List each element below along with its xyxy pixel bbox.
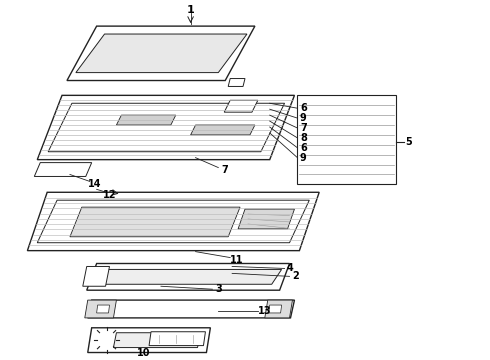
Polygon shape xyxy=(238,209,294,229)
Text: 2: 2 xyxy=(292,271,299,282)
Polygon shape xyxy=(269,305,282,313)
Text: 9: 9 xyxy=(300,113,307,123)
Text: 10: 10 xyxy=(137,347,151,357)
Polygon shape xyxy=(97,305,109,313)
Polygon shape xyxy=(117,115,176,125)
Text: 1: 1 xyxy=(187,5,195,15)
Polygon shape xyxy=(149,332,205,346)
Polygon shape xyxy=(95,269,282,284)
Text: 12: 12 xyxy=(103,190,116,200)
Polygon shape xyxy=(37,200,309,243)
Text: 11: 11 xyxy=(230,255,244,265)
Polygon shape xyxy=(297,95,396,184)
Ellipse shape xyxy=(50,166,64,173)
Polygon shape xyxy=(76,34,247,73)
Polygon shape xyxy=(27,192,319,251)
Text: 14: 14 xyxy=(88,179,101,189)
Polygon shape xyxy=(83,266,109,286)
Polygon shape xyxy=(85,300,117,318)
Text: 9: 9 xyxy=(300,153,307,163)
Polygon shape xyxy=(48,103,285,152)
Polygon shape xyxy=(70,207,240,237)
Polygon shape xyxy=(224,100,258,112)
Text: 4: 4 xyxy=(287,264,294,274)
Text: 13: 13 xyxy=(258,306,271,316)
Polygon shape xyxy=(88,328,210,352)
Polygon shape xyxy=(265,300,293,318)
Polygon shape xyxy=(34,163,92,176)
Polygon shape xyxy=(114,333,200,347)
Text: 3: 3 xyxy=(215,284,221,294)
Polygon shape xyxy=(87,264,290,290)
Polygon shape xyxy=(37,95,294,159)
Circle shape xyxy=(239,101,249,111)
Text: 6: 6 xyxy=(300,103,307,113)
Polygon shape xyxy=(191,125,255,135)
Polygon shape xyxy=(67,26,255,81)
Polygon shape xyxy=(228,78,245,86)
Text: 7: 7 xyxy=(222,165,229,175)
Polygon shape xyxy=(88,300,294,318)
Text: 6: 6 xyxy=(300,143,307,153)
Ellipse shape xyxy=(90,273,99,279)
Circle shape xyxy=(101,335,111,345)
Text: 5: 5 xyxy=(405,137,412,147)
Text: 8: 8 xyxy=(300,133,307,143)
Circle shape xyxy=(97,330,117,350)
Text: 7: 7 xyxy=(300,123,307,133)
